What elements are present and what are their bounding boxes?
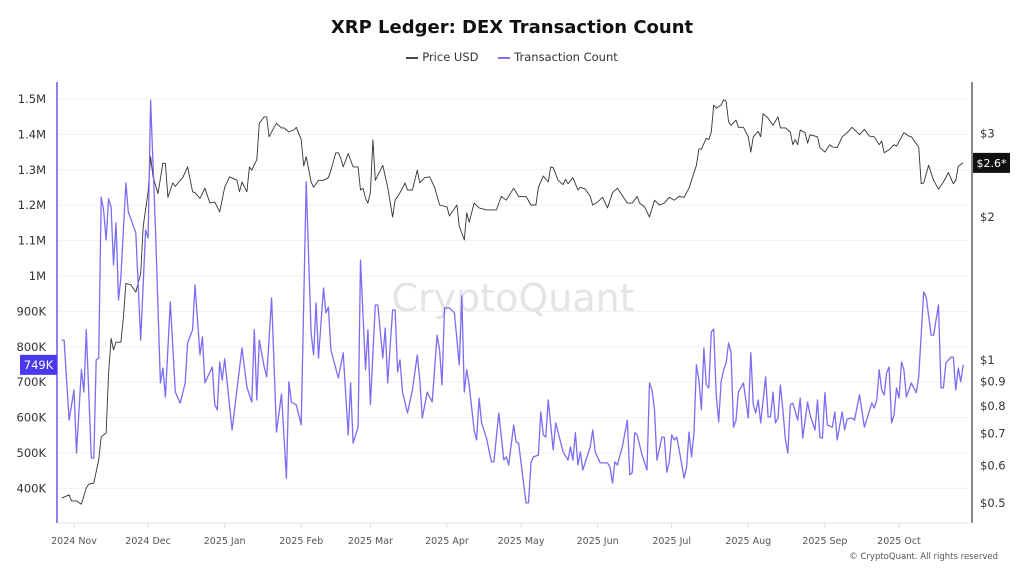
current-count-badge: [20, 354, 57, 375]
left-tick-label: 500K: [17, 446, 47, 460]
legend-label-count: Transaction Count: [514, 50, 618, 64]
current-price-badge: [973, 152, 1010, 173]
legend-item-count[interactable]: Transaction Count: [498, 50, 618, 64]
current-count-label: 749K: [24, 358, 54, 372]
left-tick-label: 1.3M: [18, 163, 46, 177]
left-tick-label: 1.2M: [18, 198, 46, 212]
left-tick-label: 400K: [17, 481, 47, 495]
x-tick-label: 2025 Feb: [279, 536, 323, 547]
left-tick-label: 1.1M: [18, 234, 46, 248]
right-tick-label: $0.8: [980, 399, 1006, 413]
right-tick-label: $3: [980, 126, 995, 140]
legend-swatch-price: [406, 56, 419, 59]
right-tick-label: $0.5: [980, 496, 1006, 510]
left-tick-label: 800K: [17, 340, 47, 354]
legend-label-price: Price USD: [422, 50, 479, 64]
legend-swatch-count: [498, 56, 511, 59]
legend-item-price[interactable]: Price USD: [406, 50, 479, 64]
legend: Price USD Transaction Count: [0, 50, 1024, 64]
right-tick-label: $0.7: [980, 427, 1006, 441]
chart-title: XRP Ledger: DEX Transaction Count: [330, 17, 694, 38]
left-tick-label: 900K: [17, 304, 47, 318]
x-tick-label: 2025 Sep: [802, 536, 847, 547]
right-tick-label: $0.9: [980, 375, 1006, 389]
x-tick-label: 2025 May: [498, 536, 545, 547]
current-price-label: $2.6*: [977, 157, 1007, 170]
watermark: CryptoQuant: [391, 276, 634, 320]
x-tick-label: 2024 Dec: [125, 536, 171, 547]
right-tick-label: $0.6: [980, 458, 1006, 472]
x-tick-label: 2025 Oct: [877, 536, 921, 547]
left-tick-label: 600K: [17, 411, 47, 425]
left-tick-label: 700K: [17, 375, 47, 389]
left-tick-label: 1.5M: [18, 92, 46, 106]
x-tick-label: 2024 Nov: [51, 536, 97, 547]
right-tick-label: $2: [980, 210, 995, 224]
transaction-count-line: [61, 99, 964, 504]
x-tick-label: 2025 Apr: [425, 536, 469, 547]
left-tick-label: 1.4M: [18, 127, 46, 141]
right-tick-label: $1: [980, 353, 995, 367]
x-tick-label: 2025 Jun: [577, 536, 619, 547]
x-tick-label: 2025 Jul: [652, 536, 691, 547]
x-tick-label: 2025 Jan: [204, 536, 246, 547]
copyright-footer: © CryptoQuant. All rights reserved: [849, 552, 998, 562]
x-tick-label: 2025 Mar: [348, 536, 393, 547]
x-tick-label: 2025 Aug: [725, 536, 771, 547]
price-usd-line: [61, 99, 964, 505]
left-tick-label: 1M: [29, 269, 46, 283]
